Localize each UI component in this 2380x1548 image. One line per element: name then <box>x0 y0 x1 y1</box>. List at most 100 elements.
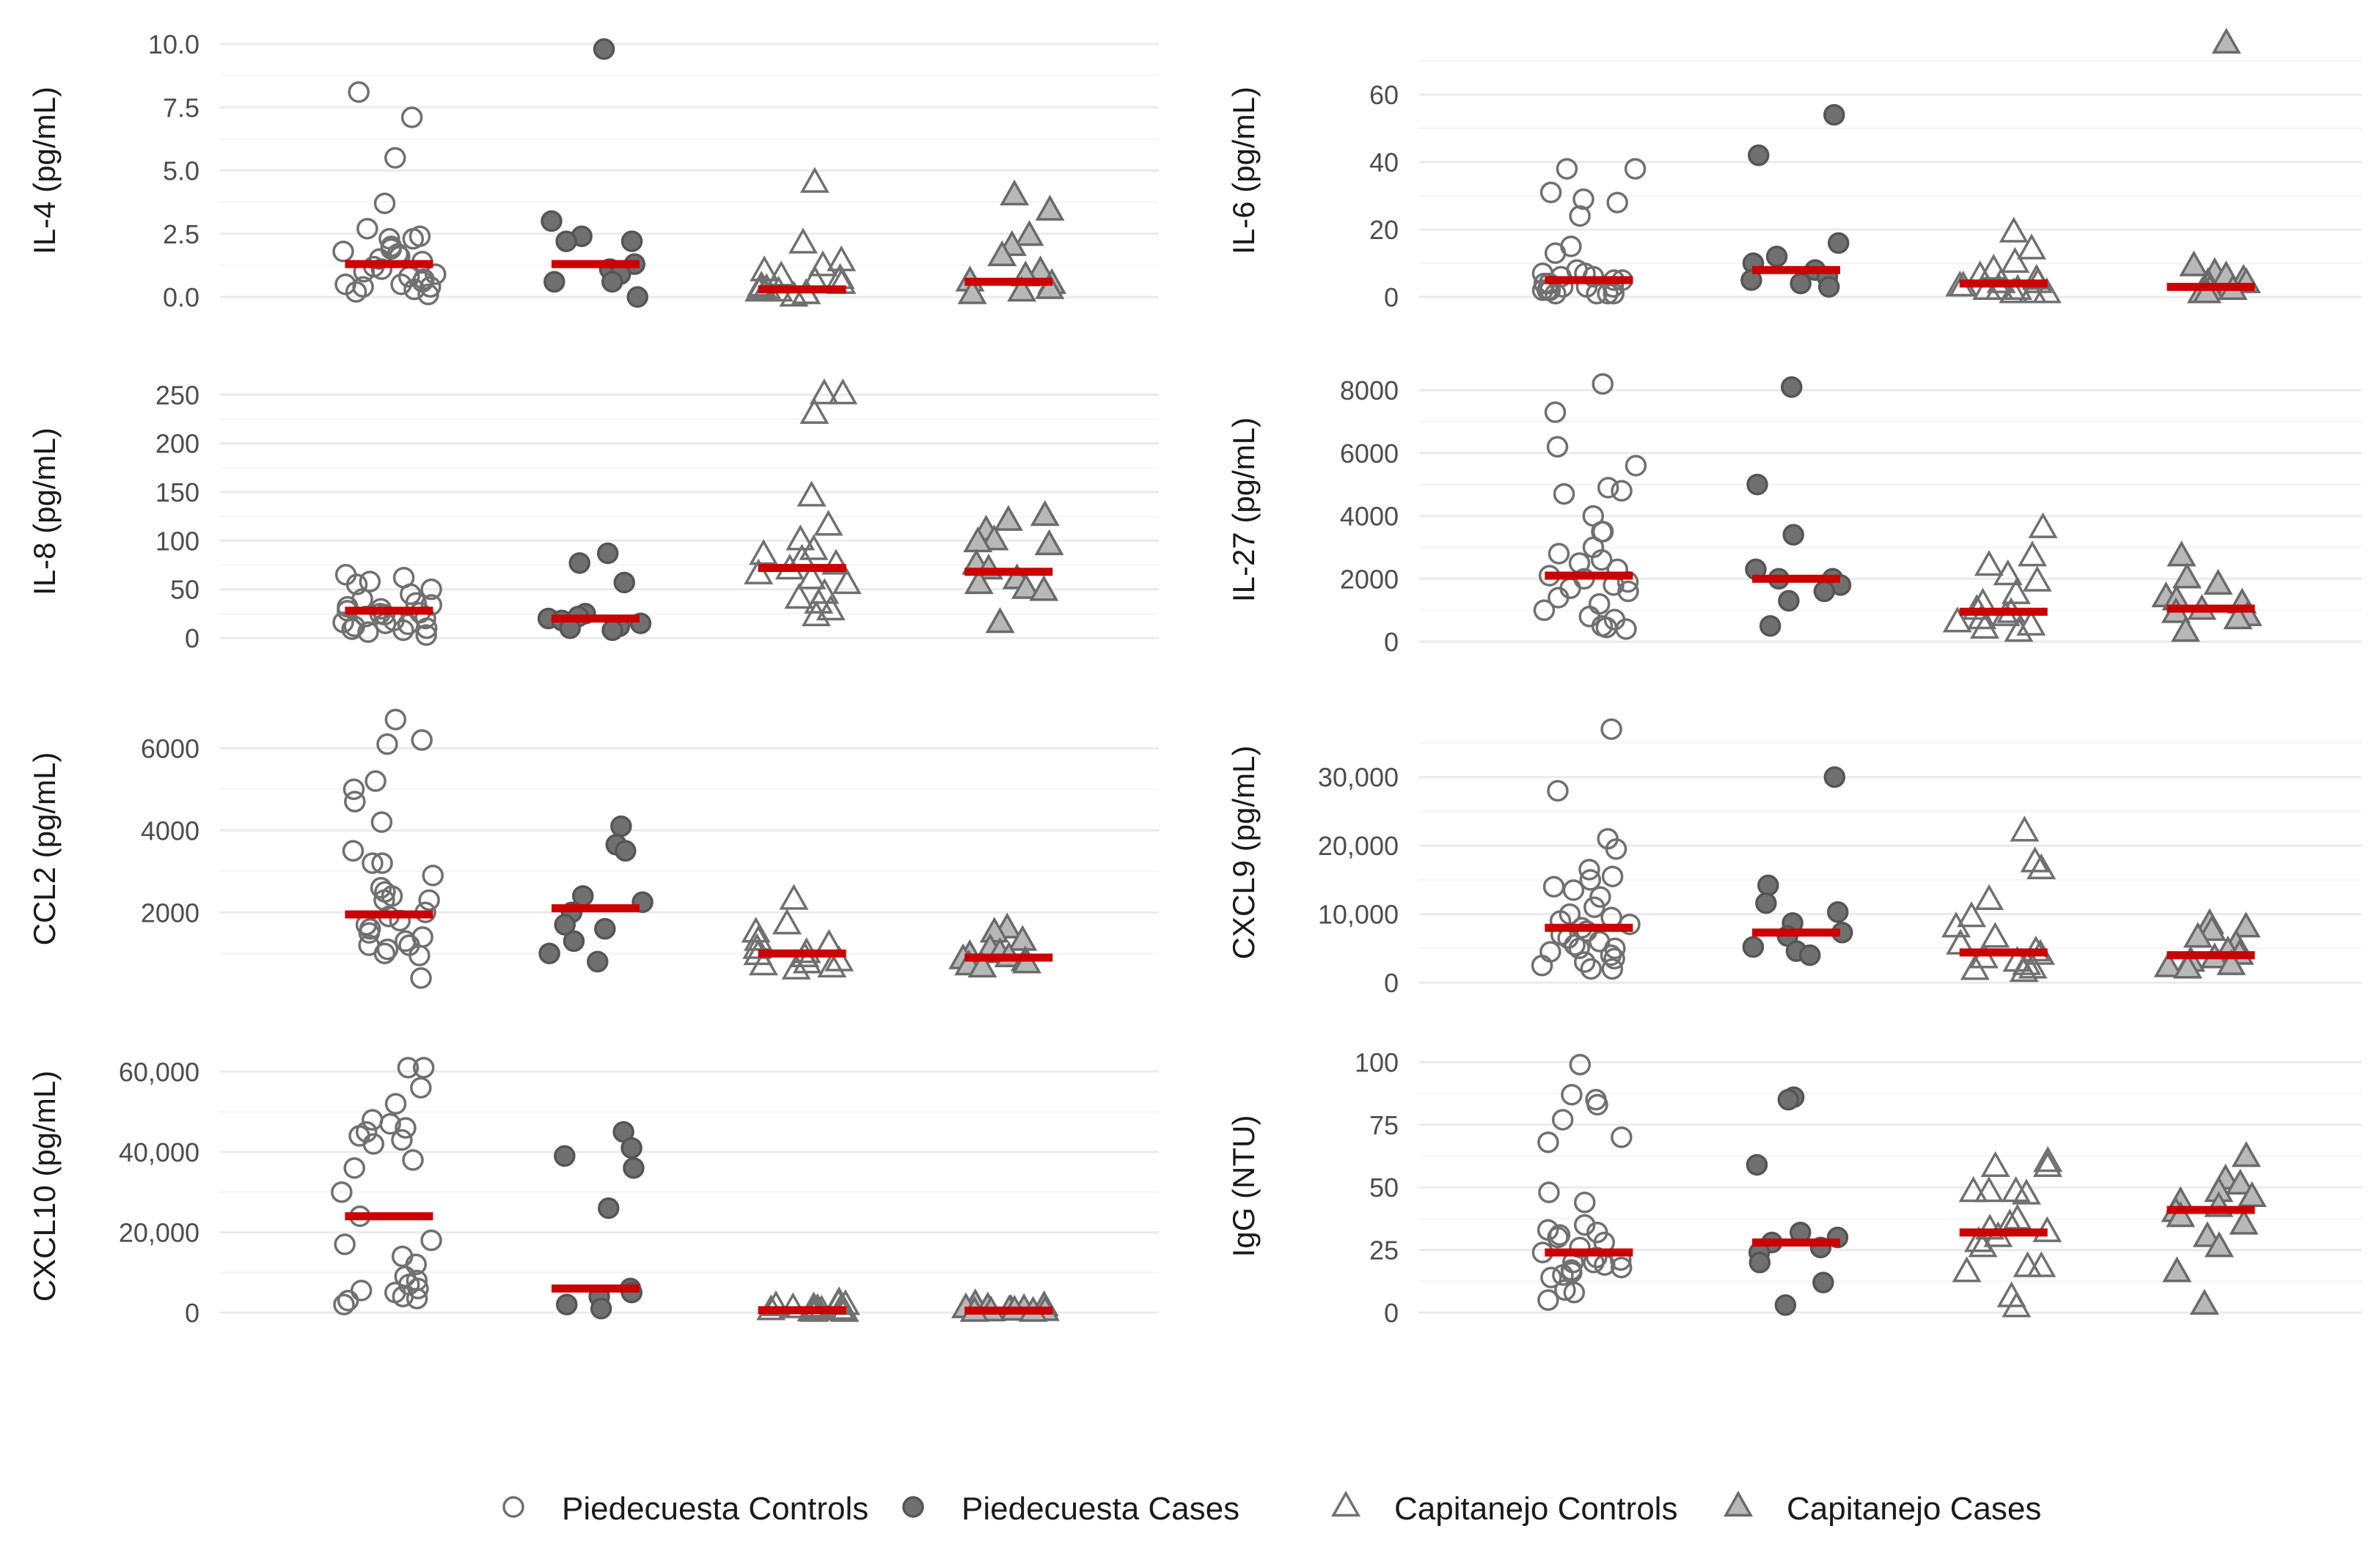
data-point <box>1548 587 1570 609</box>
data-point <box>1999 277 2029 304</box>
group-4 <box>951 1288 1060 1322</box>
data-point <box>1617 580 1639 603</box>
legend-marker <box>1330 1490 1361 1517</box>
data-point <box>1823 766 1846 788</box>
data-point <box>1979 254 2009 280</box>
data-point <box>792 947 822 974</box>
group-4 <box>2153 908 2261 979</box>
y-tick-label: 0 <box>1384 282 1399 312</box>
data-point <box>538 942 560 964</box>
legend-marker <box>502 1496 524 1518</box>
data-point <box>779 280 809 307</box>
legend-marker <box>1723 1490 1754 1517</box>
panel-3: 0 50 100 150 200 250 IL-8 (pg/mL) <box>27 378 1159 653</box>
data-point <box>781 953 811 980</box>
group-1 <box>342 708 444 989</box>
data-point <box>406 1288 428 1310</box>
data-point <box>1034 529 1064 556</box>
data-point <box>1546 436 1569 458</box>
legend-label: Capitanejo Cases <box>1787 1491 2041 1527</box>
data-point <box>1827 901 1849 923</box>
data-point <box>1601 958 1624 980</box>
legend: Piedecuesta Controls Piedecuesta Cases Cap… <box>502 1490 2041 1527</box>
data-point <box>1827 232 1850 254</box>
legend-marker <box>902 1496 924 1518</box>
data-point <box>2002 1291 2032 1318</box>
data-point <box>391 1129 413 1151</box>
data-point <box>613 571 635 594</box>
group-4 <box>955 179 1067 304</box>
data-point <box>331 1181 353 1203</box>
panel-5: 2000 4000 6000 CCL2 (pg/mL) <box>27 708 1159 989</box>
data-point <box>744 558 774 584</box>
data-point <box>1035 273 1065 299</box>
data-point <box>2020 846 2050 873</box>
data-point <box>967 951 997 977</box>
data-point <box>1572 188 1594 210</box>
y-tick-label: 0 <box>1384 1298 1399 1328</box>
data-point <box>615 840 637 862</box>
group-4 <box>2161 1141 2267 1315</box>
data-point <box>2013 1251 2043 1277</box>
data-point <box>1778 590 1800 612</box>
legend-item-1: Piedecuesta Controls <box>502 1491 868 1527</box>
group-4 <box>962 499 1064 634</box>
data-point <box>1564 933 1586 956</box>
data-point <box>2016 233 2046 260</box>
data-point <box>2033 1145 2063 1173</box>
data-point <box>2032 277 2062 304</box>
y-tick-label: 2000 <box>141 898 199 928</box>
data-point <box>402 227 425 250</box>
data-point <box>742 933 772 959</box>
data-point <box>788 227 818 254</box>
data-point <box>411 729 433 751</box>
group-3 <box>1941 815 2057 983</box>
data-point <box>809 378 839 405</box>
data-point <box>985 606 1015 634</box>
legend-item-3: Capitanejo Controls <box>1330 1490 1677 1527</box>
y-tick-label: 6000 <box>141 733 199 763</box>
data-point <box>772 908 802 935</box>
data-point <box>2183 922 2213 948</box>
legend-label: Piedecuesta Controls <box>562 1491 868 1527</box>
panels: 0.0 2.5 5.0 7.5 10.0 IL-4 (pg/mL) 0 20 40 60 IL-6 … <box>27 27 2362 1328</box>
y-tick-label: 4000 <box>1340 502 1399 532</box>
data-point <box>409 944 431 966</box>
data-point <box>832 568 862 595</box>
group-1 <box>331 1057 442 1316</box>
data-point <box>345 281 367 303</box>
data-point <box>1573 951 1596 973</box>
data-point <box>1624 158 1647 180</box>
data-point <box>2203 568 2233 595</box>
data-point <box>1790 272 1812 295</box>
legend-label: Piedecuesta Cases <box>962 1491 1240 1527</box>
group-1 <box>332 564 442 646</box>
data-point <box>799 397 830 424</box>
data-point <box>402 1149 424 1171</box>
y-tick-label: 5.0 <box>163 156 199 186</box>
data-point <box>1740 269 1762 291</box>
data-point <box>748 949 778 976</box>
data-point <box>979 524 1009 551</box>
data-point <box>1540 1266 1562 1288</box>
data-point <box>2162 1256 2192 1283</box>
data-point <box>1605 838 1627 860</box>
data-point <box>816 594 846 620</box>
group-3 <box>741 884 854 980</box>
data-point <box>1548 543 1570 565</box>
data-point <box>2192 277 2222 304</box>
data-point <box>1030 499 1060 527</box>
y-tick-label: 20,000 <box>1318 831 1399 861</box>
data-point <box>1011 573 1041 599</box>
data-point <box>345 573 368 595</box>
data-point <box>415 617 438 639</box>
group-2 <box>1746 1086 1849 1316</box>
data-point <box>344 790 366 812</box>
panel-8: 0 25 50 75 100 IgG (NTU) <box>1226 1047 2362 1328</box>
data-point <box>2166 1201 2196 1228</box>
data-point <box>594 917 616 940</box>
data-point <box>1586 1093 1608 1116</box>
data-point <box>384 1093 407 1115</box>
data-point <box>1742 936 1765 958</box>
